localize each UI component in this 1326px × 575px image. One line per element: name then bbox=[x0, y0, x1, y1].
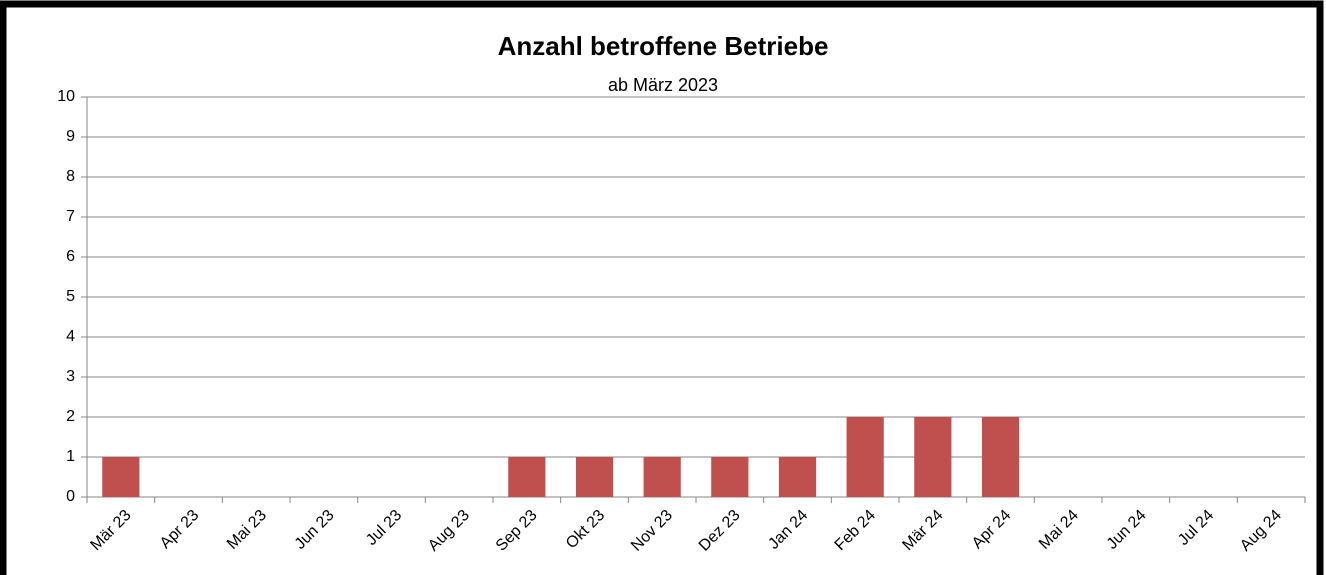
y-tick-label: 4 bbox=[66, 328, 75, 345]
bar bbox=[508, 457, 546, 497]
chart-title: Anzahl betroffene Betriebe bbox=[498, 31, 829, 61]
y-tick-label: 5 bbox=[66, 288, 75, 305]
y-tick-label: 10 bbox=[57, 88, 75, 105]
y-tick-label: 6 bbox=[66, 248, 75, 265]
bar bbox=[643, 457, 681, 497]
y-tick-label: 8 bbox=[66, 168, 75, 185]
chart-subtitle: ab März 2023 bbox=[608, 75, 718, 95]
bar bbox=[711, 457, 749, 497]
bar bbox=[981, 417, 1020, 497]
y-tick-label: 9 bbox=[66, 128, 75, 145]
bar bbox=[914, 417, 952, 497]
bar bbox=[102, 457, 140, 497]
y-tick-label: 1 bbox=[66, 448, 75, 465]
bar bbox=[846, 417, 884, 497]
y-tick-label: 2 bbox=[66, 408, 75, 425]
y-tick-label: 3 bbox=[66, 368, 75, 385]
y-tick-label: 0 bbox=[66, 488, 75, 505]
bar bbox=[575, 457, 614, 497]
y-tick-label: 7 bbox=[66, 208, 75, 225]
bar bbox=[778, 457, 817, 497]
